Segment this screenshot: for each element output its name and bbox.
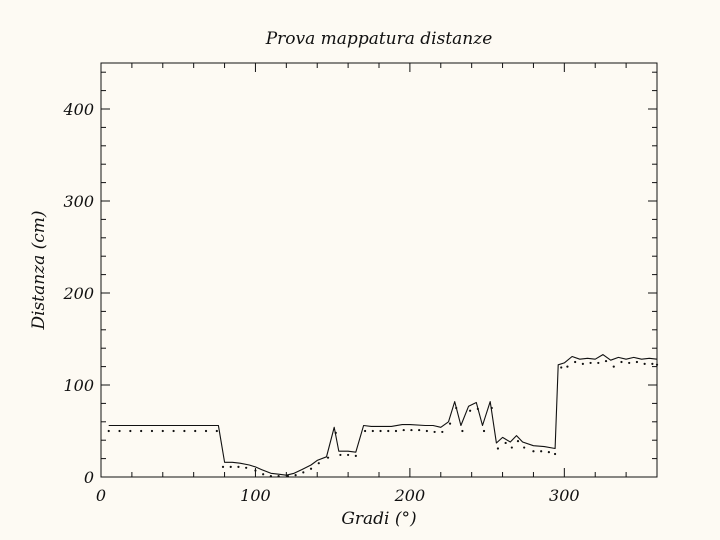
dotted-series-point [620,360,623,364]
plot-frame [100,62,658,478]
dotted-series-point [394,429,398,433]
dotted-series-point [269,474,272,478]
dotted-series-point [523,446,526,449]
y-tick-label: 400 [62,100,94,119]
solid-series-line [108,354,658,476]
dotted-series-point [566,365,569,368]
dotted-series-point [482,429,486,433]
dotted-series-point [604,359,608,363]
y-tick-label: 100 [63,376,94,395]
dotted-series-point [516,440,520,443]
dotted-series-point [294,474,297,477]
x-tick-labels: 0 100 200 300 [96,486,580,505]
y-tick-label: 300 [63,192,94,211]
dotted-series-point [628,361,631,365]
dotted-series-point [150,429,154,433]
dotted-series-point [326,456,330,459]
dotted-series-point [655,363,659,366]
dotted-series-point [635,360,639,364]
dotted-series-point [183,429,186,433]
dotted-series-point [476,407,479,411]
y-tick-label: 0 [84,468,94,487]
dotted-series-point [581,362,584,365]
dotted-series-point [364,429,367,433]
dotted-series-point [418,428,421,432]
y-axis-title: Distanza (cm) [29,210,49,330]
dotted-series-point [469,409,472,412]
dotted-series-point [354,454,357,457]
dotted-series-point [317,462,320,465]
axis-ticks [100,63,657,478]
dotted-series-point [532,450,535,453]
dotted-series-point [371,429,374,433]
dotted-series-point [129,429,132,433]
dotted-series-point [425,429,428,433]
x-axis-title: Gradi (°) [341,509,416,529]
dotted-series-point [302,471,305,474]
dotted-series-point [221,465,225,468]
dotted-series-point [245,466,248,469]
dotted-series-point [402,428,405,432]
dotted-series-point [547,451,550,454]
dotted-series-point [553,452,557,456]
dotted-series-point [490,406,493,410]
dotted-series-point [107,429,110,433]
x-tick-label: 100 [240,486,271,505]
dotted-series-point [387,429,390,433]
dotted-series-point [347,453,350,457]
dotted-series-point [118,429,121,433]
x-tick-label: 200 [394,486,426,505]
dotted-series-point [379,429,382,433]
dotted-series-point [140,429,143,433]
dotted-series-point [510,446,513,449]
series-group [107,354,659,478]
x-tick-label: 300 [549,486,580,505]
dotted-series-point [455,406,458,410]
dotted-series-point [589,361,592,365]
dotted-series-point [461,429,464,433]
dotted-series-point [286,474,289,478]
dotted-series-point [643,362,646,365]
dotted-series-point [309,467,313,470]
dotted-series-point [448,422,452,425]
y-tick-label: 200 [62,284,94,303]
dotted-series-point [597,361,600,365]
dotted-series-point [334,431,337,434]
dotted-series-point [277,474,280,478]
dotted-series-point [574,360,577,364]
dotted-series-point [229,465,232,468]
dotted-series-point [612,365,615,368]
y-tick-labels: 0 100 200 300 400 [62,100,94,487]
dotted-series-point [560,366,563,369]
x-tick-label: 0 [96,486,106,505]
dotted-series-point [540,450,543,453]
dotted-series-point [215,429,218,433]
dotted-series-point [172,429,175,433]
dotted-series-point [441,430,444,434]
dotted-series-point [161,429,164,433]
dotted-series-point [254,469,257,472]
chart-title: Prova mappatura distanze [265,29,493,49]
dotted-series-point [339,453,342,457]
dotted-series-point [651,362,654,365]
dotted-series-point [496,447,500,450]
dotted-series-point [237,465,240,468]
dotted-series-point [204,429,208,433]
dotted-series-point [433,430,436,434]
dotted-series-point [262,473,265,476]
dotted-series-point [504,441,507,445]
dotted-series-point [410,428,413,432]
dotted-series-point [194,429,197,433]
